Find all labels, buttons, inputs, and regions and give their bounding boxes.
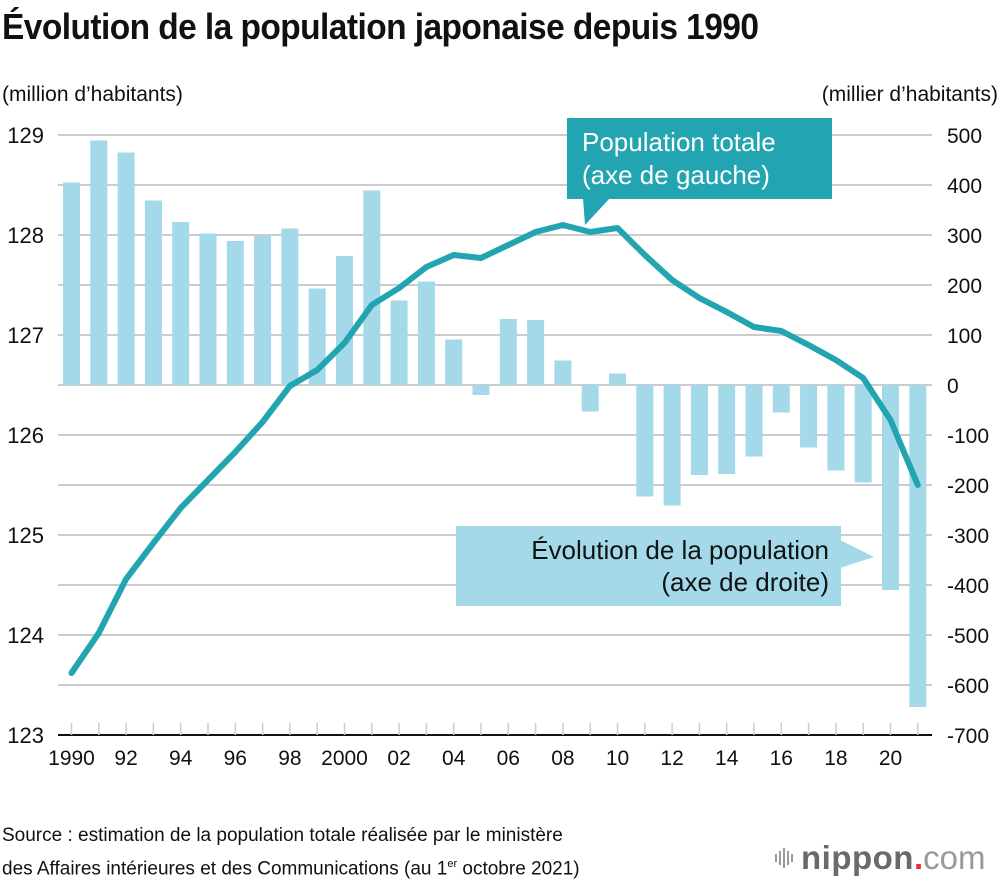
bar-2017 (800, 385, 817, 448)
x-tick-label: 14 (715, 747, 739, 770)
x-tick-label: 04 (442, 747, 466, 770)
logo-name: nippon (801, 839, 914, 877)
bar-1995 (200, 234, 217, 386)
bar-2010 (609, 374, 626, 386)
bars-series (63, 141, 926, 708)
right-tick-label: 100 (947, 325, 982, 348)
right-tick-label: -500 (947, 625, 989, 648)
right-tick-label: 200 (947, 275, 982, 298)
bar-2019 (855, 385, 872, 483)
left-tick-label: 126 (7, 423, 44, 448)
x-axis (58, 723, 932, 735)
line-annotation-text: (axe de gauche) (582, 160, 770, 190)
x-tick-label: 94 (169, 747, 193, 770)
x-tick-label: 18 (824, 747, 847, 770)
x-tick-label: 1990 (48, 747, 95, 770)
bar-1990 (63, 183, 80, 386)
bar-1993 (145, 201, 162, 386)
left-tick-label: 124 (7, 623, 44, 648)
right-tick-label: -300 (947, 525, 989, 548)
bar-2011 (636, 385, 653, 497)
sound-bars-icon (775, 848, 793, 868)
line-annotation-text: Population totale (582, 127, 776, 157)
bar-annotation-pointer (840, 540, 874, 568)
right-tick-label: 400 (947, 175, 982, 198)
nippon-logo: nippon.com (775, 838, 985, 878)
right-tick-label: -200 (947, 475, 989, 498)
left-tick-label: 127 (7, 323, 44, 348)
bar-annotation-text: Évolution de la population (531, 535, 829, 565)
bar-1997 (254, 236, 271, 385)
bar-1998 (281, 229, 298, 386)
x-tick-label: 06 (497, 747, 520, 770)
right-tick-label: 500 (947, 125, 982, 148)
bar-2014 (718, 385, 735, 474)
bar-2008 (554, 361, 571, 386)
bar-2018 (827, 385, 844, 471)
x-tick-label: 08 (551, 747, 574, 770)
right-tick-label: 300 (947, 225, 982, 248)
right-tick-label: -600 (947, 675, 989, 698)
bar-1994 (172, 222, 189, 385)
line-annotation-pointer (583, 198, 610, 225)
bar-2003 (418, 282, 435, 386)
right-tick-label: -700 (947, 725, 989, 748)
x-tick-label: 12 (660, 747, 683, 770)
source-line-1: Source : estimation de la population tot… (2, 822, 580, 850)
right-tick-label: -400 (947, 575, 989, 598)
logo-dot: . (914, 839, 923, 877)
x-tick-label: 96 (224, 747, 247, 770)
bar-2005 (473, 385, 490, 395)
annotations: Population totale(axe de gauche) Évolutio… (456, 118, 874, 606)
bar-2000 (336, 256, 353, 385)
source-line-2-text: des Affaires intérieures et des Communic… (2, 858, 447, 879)
left-tick-label: 128 (7, 223, 44, 248)
left-tick-label: 123 (7, 723, 44, 748)
bar-1992 (118, 153, 135, 386)
x-tick-label: 2000 (321, 747, 368, 770)
right-tick-label: 0 (947, 375, 959, 398)
bar-2007 (527, 320, 544, 385)
x-tick-label: 98 (278, 747, 301, 770)
right-tick-label: -100 (947, 425, 989, 448)
x-tick-label: 16 (770, 747, 793, 770)
bar-1991 (90, 141, 107, 386)
left-tick-label: 129 (7, 123, 44, 148)
bar-2009 (582, 385, 599, 412)
x-tick-label: 02 (387, 747, 410, 770)
source-line-2-end: octobre 2021) (457, 858, 580, 879)
bar-2015 (746, 385, 763, 457)
bar-2016 (773, 385, 790, 413)
chart-plot: 129 128 127 126 125 124 123 500 400 300 200 100 0 -10… (0, 0, 1000, 800)
source-superscript: er (447, 858, 457, 870)
bar-2012 (664, 385, 681, 506)
source-line-2: des Affaires intérieures et des Communic… (2, 850, 580, 883)
x-tick-label: 92 (114, 747, 137, 770)
bar-2013 (691, 385, 708, 475)
bar-2021 (909, 385, 926, 707)
source-note: Source : estimation de la population tot… (2, 822, 580, 883)
bar-2002 (391, 301, 408, 386)
bar-2004 (445, 340, 462, 386)
bar-2001 (363, 191, 380, 386)
bar-1996 (227, 241, 244, 385)
bar-2006 (500, 319, 517, 385)
bar-annotation-text: (axe de droite) (661, 567, 829, 597)
x-tick-label: 10 (606, 747, 629, 770)
left-tick-label: 125 (7, 523, 44, 548)
x-tick-label: 20 (879, 747, 902, 770)
logo-tld: com (923, 839, 985, 877)
